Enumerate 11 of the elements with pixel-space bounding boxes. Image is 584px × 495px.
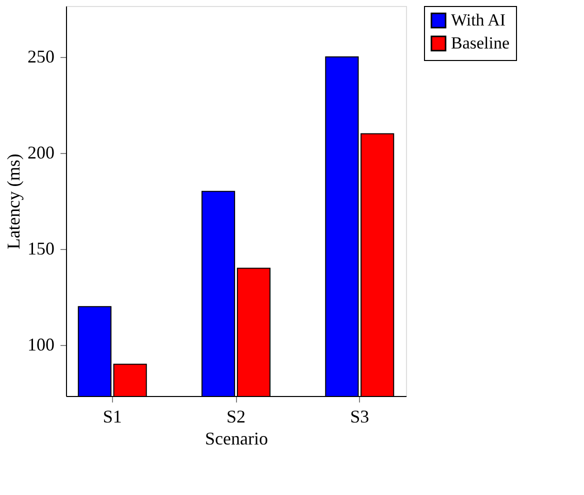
legend-label: With AI [451, 10, 506, 30]
x-tick-label: S1 [102, 406, 122, 426]
y-tick-label: 250 [28, 46, 54, 66]
x-tick-label: S3 [350, 406, 370, 426]
x-axis-title: Scenario [205, 428, 268, 448]
y-tick-label: 200 [28, 142, 54, 162]
y-tick-label: 150 [28, 238, 54, 259]
x-tick-label: S2 [226, 406, 246, 426]
y-axis-title: Latency (ms) [4, 154, 24, 250]
y-tick-label: 100 [28, 334, 54, 355]
legend-label: Baseline [451, 34, 510, 52]
